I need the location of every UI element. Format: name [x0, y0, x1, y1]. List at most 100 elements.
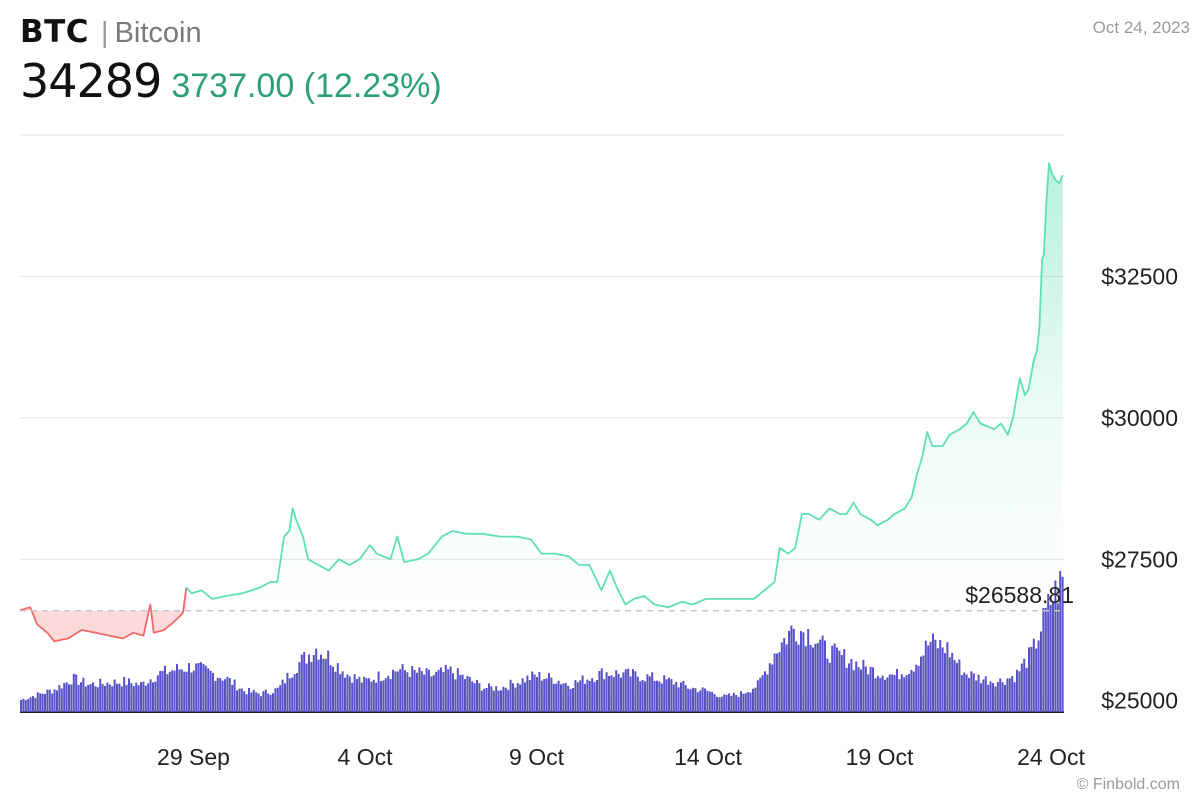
volume-bar — [44, 693, 46, 712]
volume-bar — [864, 666, 867, 712]
ticker-symbol: BTC — [20, 14, 90, 50]
volume-bar — [627, 668, 630, 712]
volume-bar — [840, 655, 843, 712]
volume-bar — [716, 696, 718, 712]
volume-bar — [576, 682, 579, 712]
volume-bar — [221, 680, 224, 712]
volume-bar — [1042, 608, 1045, 712]
volume-bar — [819, 639, 822, 712]
volume-bar — [269, 694, 272, 712]
volume-bar — [804, 646, 807, 712]
volume-bar — [471, 681, 474, 712]
volume-bar — [891, 674, 894, 712]
volume-bar — [70, 684, 73, 712]
x-tick-label: 4 Oct — [338, 744, 394, 770]
volume-bar — [111, 686, 114, 712]
volume-bar — [173, 670, 176, 712]
volume-bar — [408, 677, 411, 712]
volume-bar — [368, 678, 370, 712]
volume-bar — [317, 659, 320, 712]
up-area — [186, 163, 1063, 611]
volume-bar — [653, 681, 656, 712]
volume-bar — [224, 679, 226, 712]
volume-bar — [886, 677, 889, 712]
volume-bar — [166, 674, 169, 712]
volume-bar — [548, 673, 550, 712]
volume-bar — [970, 671, 973, 712]
volume-bar — [276, 687, 279, 712]
volume-bar — [231, 684, 234, 712]
volume-bar — [783, 638, 786, 712]
y-tick-label: $25000 — [1101, 688, 1178, 714]
volume-bar — [723, 694, 726, 712]
volume-bar — [720, 696, 723, 712]
volume-bar — [156, 675, 159, 712]
volume-bar — [567, 685, 570, 712]
volume-bar — [1061, 576, 1064, 712]
volume-bar — [610, 675, 613, 712]
volume-bar — [917, 665, 920, 712]
volume-bar — [624, 669, 627, 712]
volume-bar — [279, 685, 282, 712]
volume-bar — [492, 690, 495, 712]
volume-bar — [320, 654, 322, 712]
volume-bar — [406, 672, 409, 712]
volume-bar — [449, 666, 452, 712]
volume-bar — [593, 681, 596, 712]
volume-bar — [766, 674, 769, 712]
volume-bar — [680, 682, 682, 712]
volume-bar — [874, 678, 877, 712]
volume-bar — [814, 643, 817, 712]
volume-bar — [1004, 684, 1006, 712]
volume-bar — [502, 686, 505, 712]
volume-bar — [452, 673, 454, 712]
volume-bar — [152, 682, 154, 712]
volume-bar — [1037, 640, 1040, 712]
volume-bar — [788, 630, 790, 712]
volume-bar — [125, 684, 128, 712]
volume-bar — [747, 692, 750, 712]
volume-bar — [730, 695, 733, 712]
volume-bar — [296, 673, 298, 712]
price-row: 34289 3737.00 (12.23%) — [20, 54, 442, 108]
volume-bar — [1059, 570, 1062, 712]
volume-bar — [108, 684, 111, 712]
volume-bar — [303, 652, 306, 712]
volume-bar — [848, 663, 850, 712]
volume-bar — [843, 649, 846, 712]
volume-bar — [646, 674, 649, 712]
chart-date: Oct 24, 2023 — [1092, 18, 1190, 37]
volume-bar — [104, 686, 106, 712]
volume-bar — [927, 645, 930, 712]
volume-bar — [500, 690, 502, 712]
volume-bar — [327, 650, 330, 712]
volume-bar — [77, 685, 80, 712]
volume-bar — [312, 655, 315, 712]
volume-bar — [711, 691, 714, 712]
volume-bar — [411, 666, 414, 712]
volume-bar — [689, 689, 692, 712]
volume-bar — [504, 687, 507, 712]
volume-bar — [1008, 678, 1011, 712]
volume-bar — [639, 681, 642, 712]
volume-bar — [1011, 676, 1014, 712]
volume-bar — [960, 675, 963, 712]
volume-bar — [233, 679, 236, 712]
volume-bar — [149, 679, 152, 712]
volume-bar — [87, 685, 90, 712]
volume-bar — [632, 669, 634, 712]
volume-bar — [687, 688, 690, 712]
volume-bar — [483, 688, 486, 712]
volume-bar — [656, 680, 658, 712]
volume-bar — [322, 658, 325, 712]
volume-bar — [257, 693, 260, 712]
volume-bar — [96, 687, 99, 712]
volume-bar — [423, 674, 426, 712]
asset-name: Bitcoin — [114, 17, 202, 49]
volume-bar — [358, 676, 361, 712]
volume-bar — [1044, 607, 1047, 712]
volume-bar — [802, 632, 805, 712]
volume-bar — [101, 684, 104, 712]
volume-bar — [524, 682, 526, 712]
volume-bar — [190, 672, 193, 712]
